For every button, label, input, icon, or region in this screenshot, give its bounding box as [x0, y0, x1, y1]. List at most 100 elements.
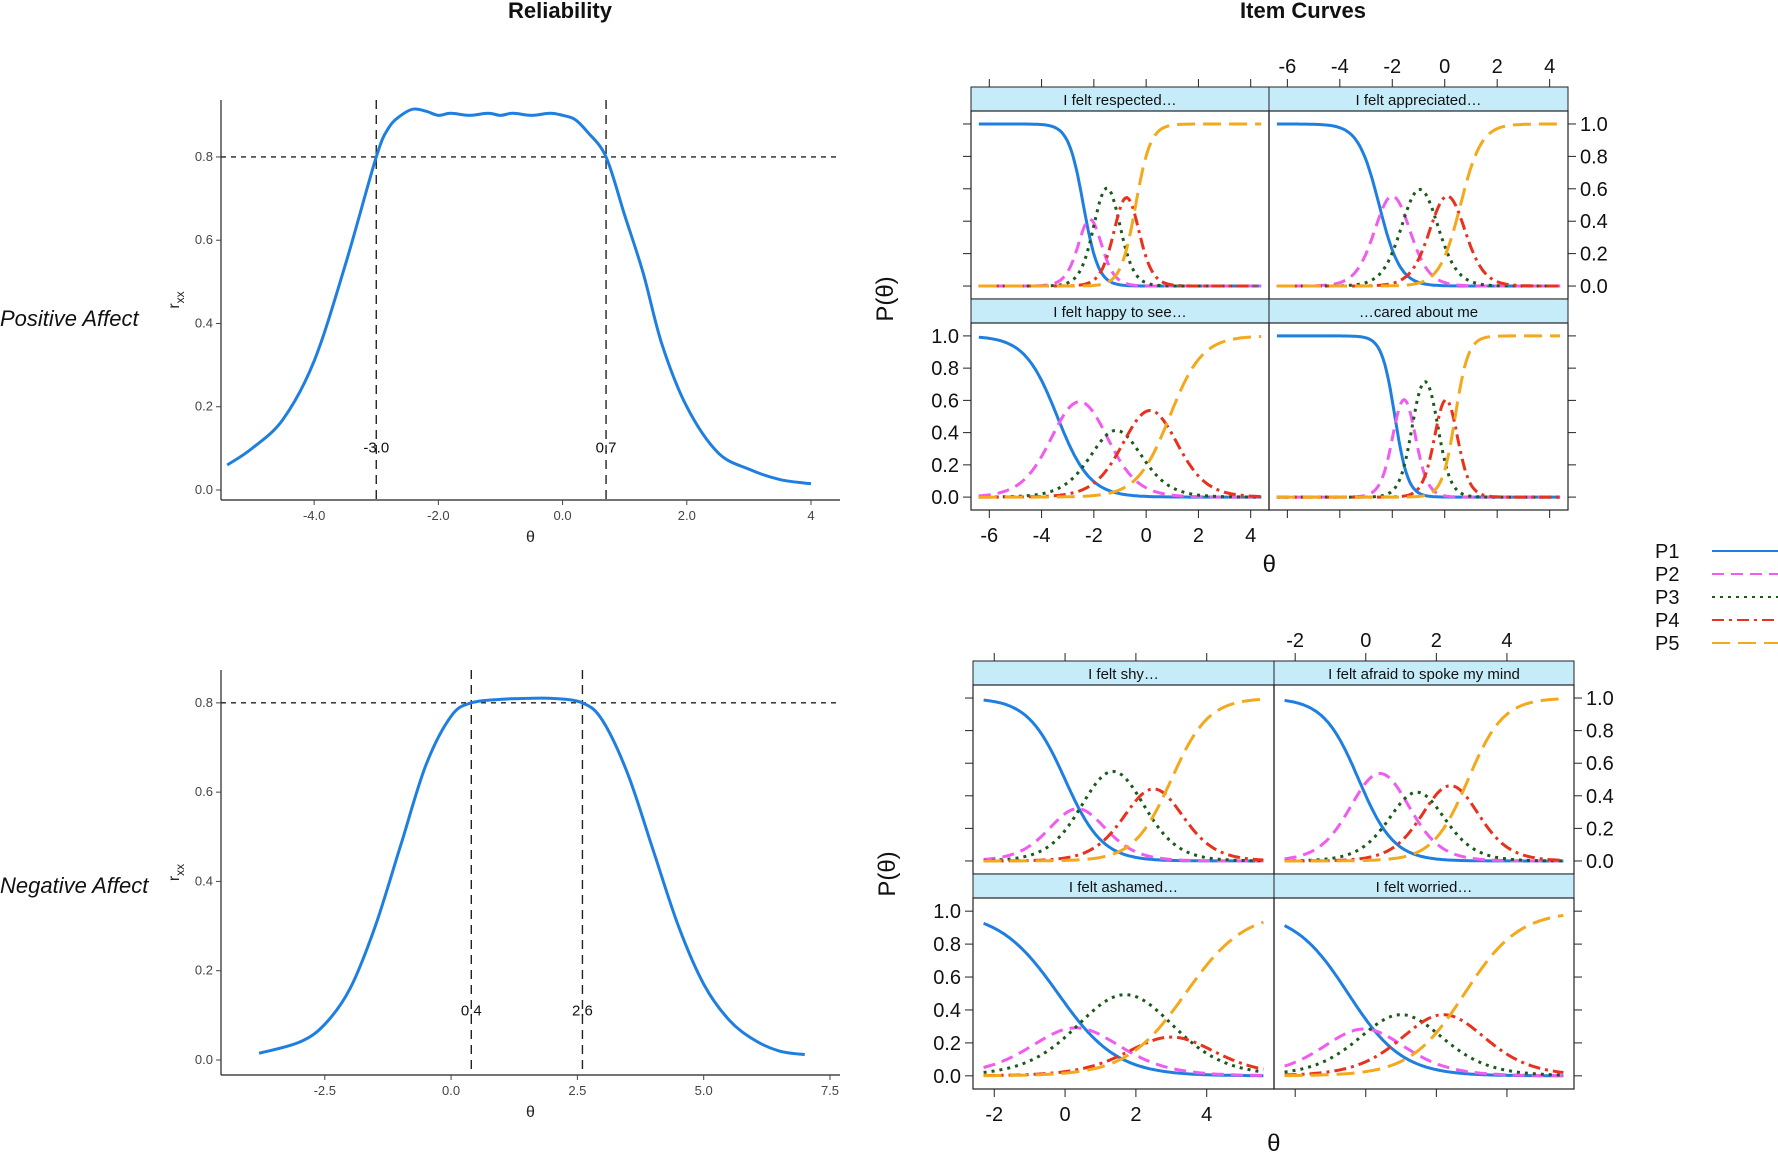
- curve-p3: [1284, 790, 1564, 863]
- legend-label: P1: [1655, 541, 1679, 563]
- x-tick-label: -6: [980, 525, 998, 547]
- x-tick-label: -2: [1085, 525, 1103, 547]
- y-axis-title-subscript: xx: [173, 291, 187, 303]
- curve-p5: [983, 697, 1264, 863]
- panel-strip: [972, 873, 1275, 899]
- cutoff-label: 0.4: [461, 1002, 482, 1019]
- curve-p2: [1276, 194, 1561, 288]
- panel-title: …cared about me: [1359, 304, 1478, 321]
- y-axis-title: rxx: [166, 291, 187, 308]
- x-tick-label: -2: [985, 1104, 1003, 1126]
- y-tick-label: 0.8: [1580, 146, 1608, 168]
- y-tick-label: 0.6: [1586, 753, 1614, 775]
- y-tick-label: 0.2: [933, 1033, 961, 1055]
- y-tick-label: 0.0: [1580, 276, 1608, 298]
- x-tick-label: -6: [1278, 56, 1296, 78]
- negative-affect-row-label: Negative Affect: [0, 873, 149, 898]
- item-panel: I felt shy…: [965, 653, 1275, 875]
- cutoff-label: 2.6: [572, 1002, 593, 1019]
- y-tick-label: 0.8: [931, 358, 959, 380]
- y-tick-label: 1.0: [1580, 114, 1608, 136]
- y-tick-label: 0.0: [931, 487, 959, 509]
- cutoff-label: -3.0: [363, 440, 389, 457]
- curve-p5: [978, 122, 1262, 288]
- panel-strip: [1268, 86, 1569, 112]
- x-tick-label: 4: [807, 508, 814, 523]
- legend-label: P2: [1655, 564, 1679, 586]
- curve-p1: [1283, 924, 1564, 1078]
- x-tick-label: 4: [1201, 1104, 1212, 1126]
- curve-p4: [1284, 1013, 1564, 1077]
- legend-label: P4: [1655, 610, 1679, 632]
- y-axis-title-main: r: [166, 303, 183, 309]
- item-curves-chart-negative: I felt shy… I felt afraid to spoke my min…: [874, 630, 1614, 1157]
- x-axis-title: θ: [526, 1104, 535, 1121]
- curve-p3: [978, 428, 1262, 499]
- y-tick-label: 0.4: [931, 423, 959, 445]
- x-tick-label: 0: [1439, 56, 1450, 78]
- curve-p4: [983, 787, 1264, 863]
- x-tick-label: 2.0: [678, 508, 696, 523]
- curve-p1: [978, 335, 1262, 499]
- y-tick-label: 0.2: [195, 963, 213, 978]
- curve-p3: [1276, 380, 1561, 499]
- y-tick-label: 0.0: [1586, 851, 1614, 873]
- y-tick-label: 0.0: [933, 1066, 961, 1088]
- y-axis-title-main: r: [166, 875, 183, 881]
- curve-p1: [1276, 334, 1561, 499]
- panel-title: I felt appreciated…: [1356, 92, 1482, 109]
- y-axis-title: P(θ): [872, 276, 899, 321]
- x-tick-label: 5.0: [695, 1083, 713, 1098]
- x-tick-label: 2: [1431, 630, 1442, 652]
- legend-label: P5: [1655, 633, 1679, 655]
- curve-p4: [978, 408, 1262, 499]
- y-tick-label: 0.6: [933, 967, 961, 989]
- curve-p4: [1276, 398, 1561, 499]
- item-panel: I felt ashamed… 0.0 0.2 0.4 0.6 0.8 1.0 -2 0 2 4: [933, 873, 1275, 1126]
- x-tick-label: 7.5: [821, 1083, 839, 1098]
- x-tick-label: 4: [1245, 525, 1256, 547]
- positive-affect-row-label: Positive Affect: [0, 306, 139, 331]
- panel-strip: [970, 298, 1270, 324]
- curve-p5: [983, 920, 1264, 1078]
- x-tick-label: 2: [1492, 56, 1503, 78]
- curve-p2: [983, 1026, 1264, 1077]
- panel-title: I felt afraid to spoke my mind: [1328, 666, 1520, 683]
- curve-p5: [1276, 122, 1561, 288]
- panel-frame: [970, 322, 1270, 511]
- reliability-curve: [226, 107, 812, 486]
- curve-p4: [983, 1035, 1264, 1077]
- y-tick-label: 0.4: [195, 873, 213, 888]
- panel-title: I felt happy to see…: [1053, 304, 1186, 321]
- reliability-column-title: Reliability: [508, 0, 613, 23]
- item-panel: I felt happy to see… 0.0 0.2 0.4 0.6 0.8 1.0 -6…: [931, 298, 1270, 547]
- y-axis-title: rxx: [166, 864, 187, 881]
- y-tick-label: 0.2: [931, 455, 959, 477]
- reliability-chart-negative: -2.5 0.0 2.5 5.0 7.5 0.0 0.2 0.4 0.6 0.8 θ rxx 0.4 2.…: [166, 670, 840, 1121]
- y-tick-label: 0.6: [931, 390, 959, 412]
- panel-title: I felt worried…: [1376, 879, 1473, 896]
- x-tick-label: 2: [1130, 1104, 1141, 1126]
- curve-p3: [1276, 187, 1561, 288]
- panel-strip: [1273, 873, 1575, 899]
- x-tick-label: 0: [1060, 1104, 1071, 1126]
- curve-p4: [978, 195, 1262, 288]
- y-tick-label: 0.0: [195, 1052, 213, 1067]
- x-tick-label: 0.0: [442, 1083, 460, 1098]
- curve-p2: [1284, 772, 1564, 863]
- panel-frame: [1273, 897, 1575, 1090]
- panel-frame: [1268, 322, 1569, 511]
- y-tick-label: 0.8: [195, 149, 213, 164]
- panel-strip: [1268, 298, 1569, 324]
- y-tick-label: 0.6: [1580, 179, 1608, 201]
- item-panel: I felt respected…: [963, 79, 1270, 300]
- panel-title: I felt respected…: [1063, 92, 1176, 109]
- curve-p5: [1276, 334, 1561, 499]
- curve-p4: [1284, 784, 1564, 863]
- x-tick-label: -4: [1033, 525, 1051, 547]
- panel-frame: [972, 684, 1275, 875]
- y-tick-label: 0.6: [195, 784, 213, 799]
- y-tick-label: 0.8: [1586, 721, 1614, 743]
- x-tick-label: 0: [1141, 525, 1152, 547]
